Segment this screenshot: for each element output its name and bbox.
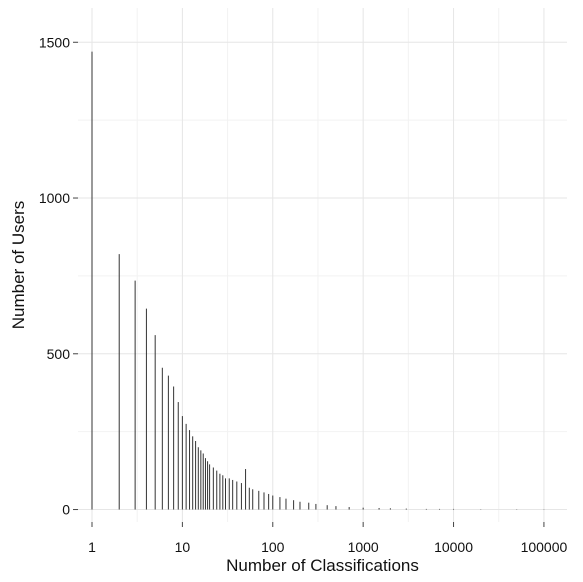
x-tick-label: 10 — [175, 539, 191, 555]
x-axis: 1 10 100 1000 10000 100000 — [88, 522, 567, 555]
x-tick-label: 10000 — [434, 539, 473, 555]
x-tick-label: 1000 — [348, 539, 379, 555]
plot-background — [78, 8, 567, 522]
grid-lines — [78, 8, 567, 522]
bars-group — [91, 51, 545, 510]
y-tick-label: 500 — [47, 346, 71, 362]
x-tick-label: 100 — [261, 539, 285, 555]
y-axis-title: Number of Users — [9, 201, 28, 329]
y-tick-label: 0 — [62, 502, 70, 518]
x-axis-title: Number of Classifications — [226, 556, 419, 575]
x-tick-label: 100000 — [521, 539, 568, 555]
x-tick-label: 1 — [88, 539, 96, 555]
y-tick-label: 1000 — [39, 190, 70, 206]
y-tick-label: 1500 — [39, 34, 70, 50]
plot-area — [78, 8, 567, 522]
y-axis: 0 500 1000 1500 — [39, 34, 78, 518]
